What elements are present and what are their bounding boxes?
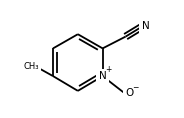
Text: +: +	[106, 65, 112, 74]
Text: −: −	[132, 83, 139, 92]
Text: O: O	[125, 88, 134, 98]
Text: CH₃: CH₃	[23, 62, 39, 71]
Text: N: N	[99, 71, 107, 81]
Text: N: N	[142, 21, 150, 31]
